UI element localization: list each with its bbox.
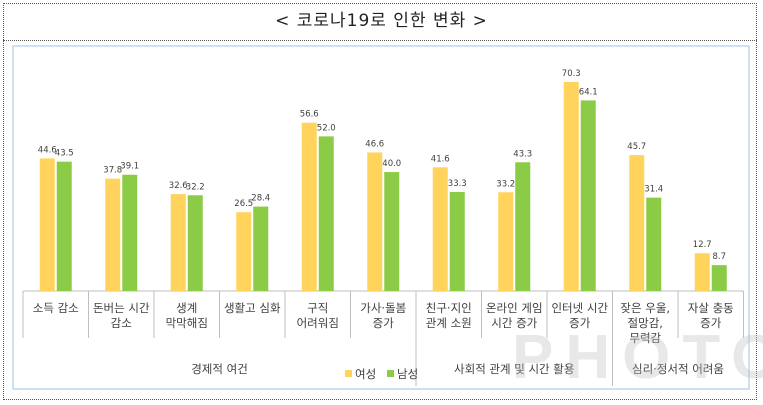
data-label: 64.1 (579, 87, 598, 97)
chart-outer-frame (3, 3, 757, 400)
title-divider (3, 40, 757, 41)
data-label: 46.6 (365, 139, 384, 149)
bar-male (580, 100, 596, 291)
chart-title: < 코로나19로 인한 변화 > (275, 11, 488, 31)
data-label: 40.0 (382, 159, 401, 169)
data-label: 56.6 (300, 110, 319, 120)
category-label: 증가 (700, 316, 722, 330)
data-label: 26.5 (234, 199, 253, 209)
data-label: 12.7 (693, 240, 712, 250)
category-label: 자살 충동 (688, 301, 734, 315)
category-label: 막막해짐 (166, 316, 208, 330)
legend-swatch-female (345, 370, 352, 377)
data-label: 32.6 (169, 181, 188, 191)
bar-male (56, 161, 72, 291)
category-label: 온라인 게임 (486, 301, 543, 315)
bar-female (432, 167, 448, 291)
group-label: 심리·정서적 어려움 (632, 362, 724, 376)
group-label: 사회적 관계 및 시간 활용 (454, 362, 574, 376)
category-label: 잦은 우울, (620, 301, 670, 315)
data-label: 43.3 (513, 149, 532, 159)
bar-female (694, 253, 710, 291)
bar-female (105, 178, 121, 291)
category-label: 어려워짐 (297, 316, 339, 330)
bar-female (629, 155, 645, 291)
data-label: 8.7 (712, 252, 726, 262)
category-label: 절망감, (628, 316, 663, 330)
category-label: 시간 증가 (491, 316, 537, 330)
data-label: 52.0 (317, 123, 336, 133)
legend-swatch-male (387, 370, 394, 377)
bar-male (122, 174, 138, 291)
bar-female (301, 122, 317, 291)
bar-male (711, 265, 727, 291)
bar-female (498, 192, 514, 291)
legend-label: 여성 (355, 367, 376, 381)
bar-female (170, 194, 186, 291)
bar-female (563, 81, 579, 291)
category-label: 무력감 (629, 331, 661, 345)
data-label: 33.2 (496, 179, 515, 189)
category-label: 증가 (373, 316, 395, 330)
legend-label: 남성 (397, 367, 418, 381)
data-label: 39.1 (120, 162, 139, 172)
category-label: 인터넷 시간 (551, 301, 608, 315)
bar-female (39, 158, 55, 291)
group-label: 경제적 여건 (191, 362, 248, 376)
category-label: 생계 (176, 301, 197, 315)
category-label: 증가 (569, 316, 591, 330)
bar-male (384, 172, 400, 291)
plot-frame (12, 45, 750, 390)
bar-male (187, 195, 203, 291)
data-label: 32.2 (186, 182, 205, 192)
data-label: 37.8 (103, 166, 122, 176)
data-label: 70.3 (562, 69, 581, 79)
bar-male (253, 206, 269, 291)
data-label: 33.3 (448, 179, 467, 189)
data-label: 43.5 (55, 149, 74, 159)
bar-male (449, 191, 465, 291)
category-label: 가사·돌봄 (360, 301, 406, 315)
data-label: 45.7 (627, 142, 646, 152)
data-label: 28.4 (251, 194, 270, 204)
bar-female (236, 212, 252, 291)
bar-male (515, 162, 531, 291)
bar-male (646, 197, 662, 291)
category-label: 구직 (307, 301, 328, 315)
category-label: 돈버는 시간 (93, 301, 150, 315)
category-label: 관계 소원 (426, 316, 472, 330)
bar-male (318, 136, 334, 291)
category-label: 감소 (111, 316, 132, 330)
data-label: 44.6 (38, 145, 57, 155)
category-label: 소득 감소 (33, 301, 79, 315)
bar-female (367, 152, 383, 291)
data-label: 41.6 (431, 154, 450, 164)
category-label: 생활고 심화 (224, 301, 281, 315)
category-label: 친구·지인 (426, 301, 472, 315)
data-label: 31.4 (644, 185, 663, 195)
photo-watermark: PHOTO (512, 323, 763, 392)
